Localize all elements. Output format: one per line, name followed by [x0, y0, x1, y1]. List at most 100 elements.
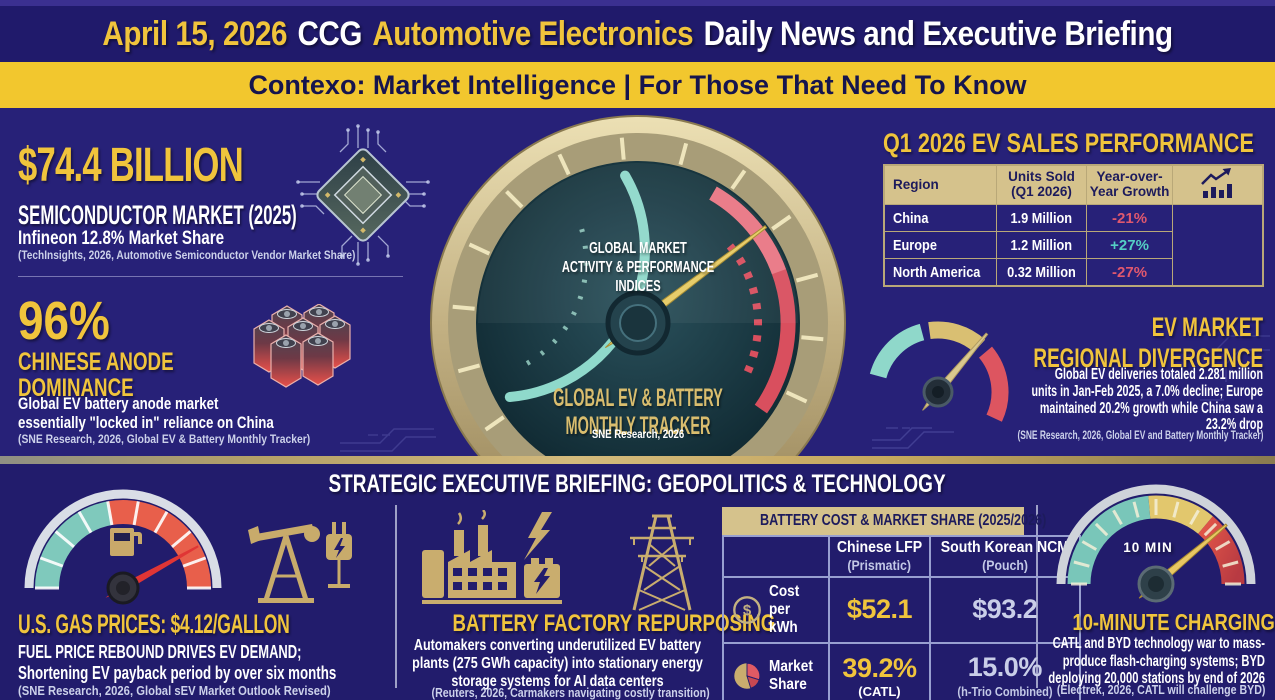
gas-source: (SNE Research, 2026, Global sEV Market O… [18, 684, 331, 698]
section-divider [0, 456, 1275, 464]
semiconductor-stat: $74.4 BILLION [18, 139, 244, 192]
battery-cells-icon [253, 304, 351, 388]
table-row: Europe 1.2 Million +27% [883, 231, 1263, 259]
charging-body: CATL and BYD technology war to mass-prod… [1048, 635, 1265, 688]
header-org: CCG [297, 15, 363, 53]
factory-source-wrap: (Reuters, 2026, Carmakers navigating cos… [407, 684, 710, 700]
gauge-dial-icon [430, 115, 846, 456]
strategic-header: STRATEGIC EXECUTIVE BRIEFING: GEOPOLITIC… [0, 470, 1275, 499]
center-gauge-title-line1: GLOBAL EV & BATTERY [553, 384, 723, 412]
col-chinese-sub: (Prismatic) [847, 556, 912, 573]
battery-table-title-band: BATTERY COST & MARKET SHARE (2025/2026) [722, 507, 1046, 535]
oil-pumpjack-and-plug [248, 522, 352, 603]
header-date: April 15, 2026 [102, 15, 288, 53]
center-gauge-label: GLOBAL MARKET ACTIVITY & PERFORMANCE IND… [541, 240, 735, 297]
growth-chart-icon [1201, 168, 1233, 199]
dollar-glyph: $ [743, 602, 752, 619]
chip-icon [296, 124, 430, 266]
cost-label: Cost per kWh [769, 583, 800, 636]
divergence-title-line1: EV MARKET [1151, 312, 1263, 342]
table-row: North America 0.32 Million -27% [883, 258, 1263, 287]
q1-header-row: Region Units Sold (Q1 2026) Year-over-Ye… [883, 164, 1264, 205]
divergence-title: EV MARKET REGIONAL DIVERGENCE [933, 312, 1263, 374]
factory-icon [422, 510, 562, 604]
anode-body-line2: essentially "locked in" reliance on Chin… [18, 413, 274, 432]
q1-col-growth: Year-over-Year Growth [1086, 164, 1173, 205]
share-chinese-sub: (CATL) [858, 684, 901, 700]
charging-gauge-label: 10 MIN [1123, 540, 1173, 555]
center-gauge-label-line2: ACTIVITY & PERFORMANCE [561, 258, 715, 276]
strategic-title: STRATEGIC EXECUTIVE BRIEFING: GEOPOLITIC… [328, 470, 947, 498]
share-label: Market Share [769, 658, 813, 694]
q1-sales-table: Region Units Sold (Q1 2026) Year-over-Ye… [883, 164, 1264, 287]
center-gauge-label-line3: INDICES [615, 277, 661, 295]
anode-title-line1: CHINESE ANODE [18, 348, 174, 376]
q1-region: Europe [893, 236, 937, 254]
header-suffix: Daily News and Executive Briefing [703, 15, 1173, 53]
factory-title-wrap: BATTERY FACTORY REPURPOSING [407, 610, 776, 638]
share-chinese-cell: 39.2% (CATL) [828, 641, 931, 700]
anode-source: (SNE Research, 2026, Global EV & Battery… [18, 434, 311, 446]
battery-table-title: BATTERY COST & MARKET SHARE (2025/2026) [760, 512, 1047, 529]
battery-table-header-row: Chinese LFP (Prismatic) South Korean NCM… [722, 535, 1081, 578]
gas-line1: FUEL PRICE REBOUND DRIVES EV DEMAND; [18, 642, 302, 662]
col-chinese-lfp: Chinese LFP (Prismatic) [828, 535, 931, 578]
table-row: China 1.9 Million -21% [883, 204, 1264, 287]
fuel-gauge-icon [24, 489, 222, 605]
share-korean: 15.0% [967, 651, 1043, 682]
center-gauge-label-line1: GLOBAL MARKET [589, 240, 687, 257]
col-chinese-name: Chinese LFP [836, 538, 923, 556]
pie-chart-icon [734, 663, 761, 690]
charging-title-wrap: 10-MINUTE CHARGING RACE [1040, 609, 1275, 636]
tagline-bar: Contexo: Market Intelligence | For Those… [0, 62, 1275, 108]
q1-growth: +27% [1086, 231, 1173, 259]
anode-title-line2: DOMINANCE [18, 374, 134, 402]
battery-cost-table: Chinese LFP (Prismatic) South Korean NCM… [722, 535, 1081, 700]
factory-title: BATTERY FACTORY REPURPOSING [452, 610, 776, 637]
q1-col-region: Region [883, 164, 997, 205]
cost-korean: $93.2 [928, 576, 1081, 644]
semiconductor-subtitle: Infineon 12.8% Market Share [18, 228, 225, 249]
semiconductor-source: (TechInsights, 2026, Automotive Semicond… [18, 250, 356, 262]
gas-line2: Shortening EV payback period by over six… [18, 662, 337, 683]
gauge-icon [869, 321, 1009, 422]
share-row: Market Share 39.2% (CATL) 15.0% (h-Trio … [722, 641, 1081, 700]
semiconductor-title: SEMICONDUCTOR MARKET (2025) [18, 200, 297, 230]
circuit-decor [1200, 335, 1270, 411]
gas-title: U.S. GAS PRICES: $4.12/GALLON [18, 609, 290, 639]
circuit-decor [872, 427, 954, 449]
q1-units: 1.2 Million [1010, 236, 1073, 254]
center-gauge-title: GLOBAL EV & BATTERY MONTHLY TRACKER [545, 384, 731, 440]
dollar-circle-icon: $ [733, 595, 761, 624]
q1-growth: -27% [1086, 258, 1173, 287]
share-chinese: 39.2% [842, 653, 917, 684]
cost-chinese: $52.1 [828, 576, 931, 644]
tagline-text: Contexo: Market Intelligence | For Those… [248, 70, 1027, 100]
q1-units: 1.9 Million [1010, 209, 1073, 227]
global-tracker-gauge [423, 114, 853, 456]
q1-region: North America [893, 263, 981, 281]
factory-body: Automakers converting underutilized EV b… [412, 637, 703, 691]
factory-source: (Reuters, 2026, Carmakers navigating cos… [431, 686, 710, 700]
charging-title: 10-MINUTE CHARGING RACE [1072, 609, 1275, 635]
header-bar: April 15, 2026 CCG Automotive Electronics D… [0, 6, 1275, 62]
lightning-icon [524, 512, 552, 560]
oil-pumpjack-icon [248, 524, 320, 603]
q1-col-units: Units Sold (Q1 2026) [995, 164, 1088, 205]
pumpjack-legs [263, 535, 309, 601]
circuit-decor [340, 428, 436, 452]
q1-icon-cell [1171, 204, 1264, 287]
anode-body-line1: Global EV battery anode market [18, 394, 219, 413]
q1-sales-title: Q1 2026 EV SALES PERFORMANCE [883, 128, 1254, 158]
q1-region: China [893, 209, 929, 227]
divergence-source: (SNE Research, 2026, Global EV and Batte… [1016, 428, 1263, 442]
battery-cost-panel: BATTERY COST & MARKET SHARE (2025/2026) … [722, 507, 1081, 700]
vertical-divider [395, 505, 397, 688]
share-label-cell: Market Share [722, 641, 830, 700]
divergence-body: Global EV deliveries totaled 2.281 milli… [1031, 366, 1263, 434]
top-accent-strip [0, 0, 1275, 6]
charging-gauge-icon [1056, 484, 1256, 603]
col-korean-ncm: South Korean NCM (Pouch) [928, 535, 1081, 578]
cost-row: $ Cost per kWh $52.1 $93.2 [722, 576, 1081, 644]
